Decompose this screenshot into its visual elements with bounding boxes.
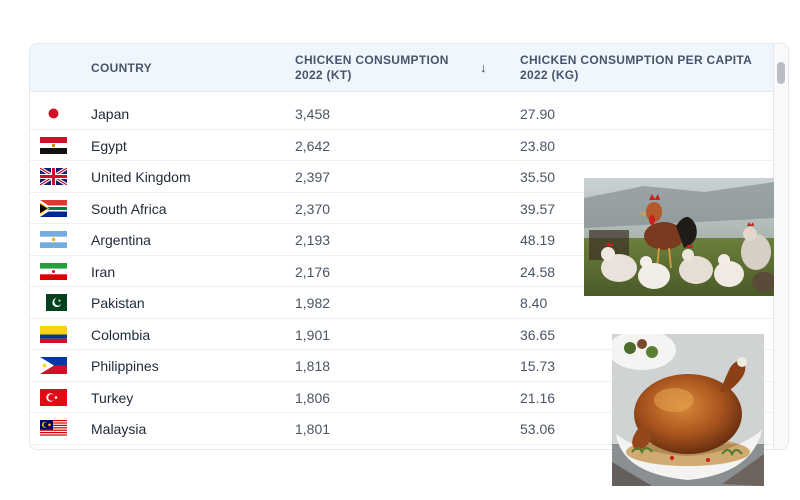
table-row[interactable]: Argentina 2,193 48.19 [30, 224, 775, 256]
iran-flag-icon [40, 262, 67, 280]
cell-country: Colombia [91, 326, 151, 343]
roast-chicken-photo [612, 334, 764, 486]
cell-country: Iran [91, 263, 116, 280]
table-row[interactable]: Japan 3,458 27.90 [30, 98, 775, 130]
cell-consumption: 1,801 [295, 421, 331, 437]
cell-consumption: 2,397 [295, 169, 331, 185]
japan-flag-icon [40, 105, 67, 122]
cell-country: Argentina [91, 232, 151, 248]
cell-per-capita: 39.57 [520, 200, 556, 217]
header-consumption[interactable]: CHICKEN CONSUMPTION 2022 (KT) [295, 53, 449, 82]
cell-consumption: 1,806 [295, 389, 331, 406]
cell-country: United Kingdom [91, 169, 191, 185]
cell-country: Turkey [91, 389, 134, 406]
header-country[interactable]: COUNTRY [91, 61, 152, 75]
table-row[interactable]: Egypt 2,642 23.80 [30, 130, 775, 161]
cell-per-capita: 15.73 [520, 358, 556, 374]
sort-descending-icon[interactable]: ↓ [480, 60, 487, 75]
south-africa-flag-icon [40, 199, 67, 217]
chickens-flock-photo [584, 178, 774, 296]
cell-per-capita: 23.80 [520, 137, 556, 154]
cell-country: Japan [91, 106, 130, 122]
cell-per-capita: 8.40 [520, 295, 548, 311]
cell-country: Malaysia [91, 421, 147, 437]
argentina-flag-icon [40, 231, 67, 248]
egypt-flag-icon [40, 136, 67, 154]
table-row[interactable]: Iran 2,176 24.58 [30, 256, 775, 287]
cell-per-capita: 27.90 [520, 106, 556, 122]
table-scrollbar[interactable] [773, 44, 788, 449]
table-row[interactable]: Pakistan 1,982 8.40 [30, 287, 775, 319]
scrollbar-thumb[interactable] [777, 62, 785, 84]
cell-consumption: 1,901 [295, 326, 331, 343]
cell-consumption: 2,642 [295, 137, 331, 154]
cell-country: Egypt [91, 137, 127, 154]
table-row[interactable]: Malaysia 1,801 53.06 [30, 413, 775, 445]
table-header: COUNTRY CHICKEN CONSUMPTION 2022 (KT) ↓ … [30, 44, 775, 92]
cell-country: Pakistan [91, 295, 145, 311]
cell-consumption: 2,193 [295, 232, 331, 248]
cell-per-capita: 21.16 [520, 389, 556, 406]
table-row[interactable]: South Africa 2,370 39.57 [30, 193, 775, 224]
cell-country: South Africa [91, 200, 167, 217]
philippines-flag-icon [40, 357, 67, 374]
header-per-capita[interactable]: CHICKEN CONSUMPTION PER CAPITA 2022 (KG) [520, 53, 752, 82]
table-row[interactable]: Turkey 1,806 21.16 [30, 382, 775, 413]
cell-per-capita: 24.58 [520, 263, 556, 280]
cell-per-capita: 36.65 [520, 326, 556, 343]
cell-consumption: 2,176 [295, 263, 331, 280]
cell-consumption: 1,818 [295, 358, 331, 374]
cell-per-capita: 53.06 [520, 421, 556, 437]
cell-consumption: 3,458 [295, 106, 331, 122]
turkey-flag-icon [40, 388, 67, 406]
pakistan-flag-icon [40, 294, 67, 311]
cell-per-capita: 48.19 [520, 232, 556, 248]
malaysia-flag-icon [40, 420, 67, 437]
united-kingdom-flag-icon [39, 166, 68, 187]
colombia-flag-icon [40, 325, 67, 343]
cell-consumption: 1,982 [295, 295, 331, 311]
cell-per-capita: 35.50 [520, 169, 556, 185]
table-row[interactable]: Philippines 1,818 15.73 [30, 350, 775, 382]
table-body: Japan 3,458 27.90 Egypt 2,642 23.80 United Kin… [30, 98, 775, 445]
cell-consumption: 2,370 [295, 200, 331, 217]
cell-country: Philippines [91, 358, 159, 374]
table-row[interactable]: United Kingdom 2,397 35.50 [30, 161, 775, 193]
table-row[interactable]: Colombia 1,901 36.65 [30, 319, 775, 350]
